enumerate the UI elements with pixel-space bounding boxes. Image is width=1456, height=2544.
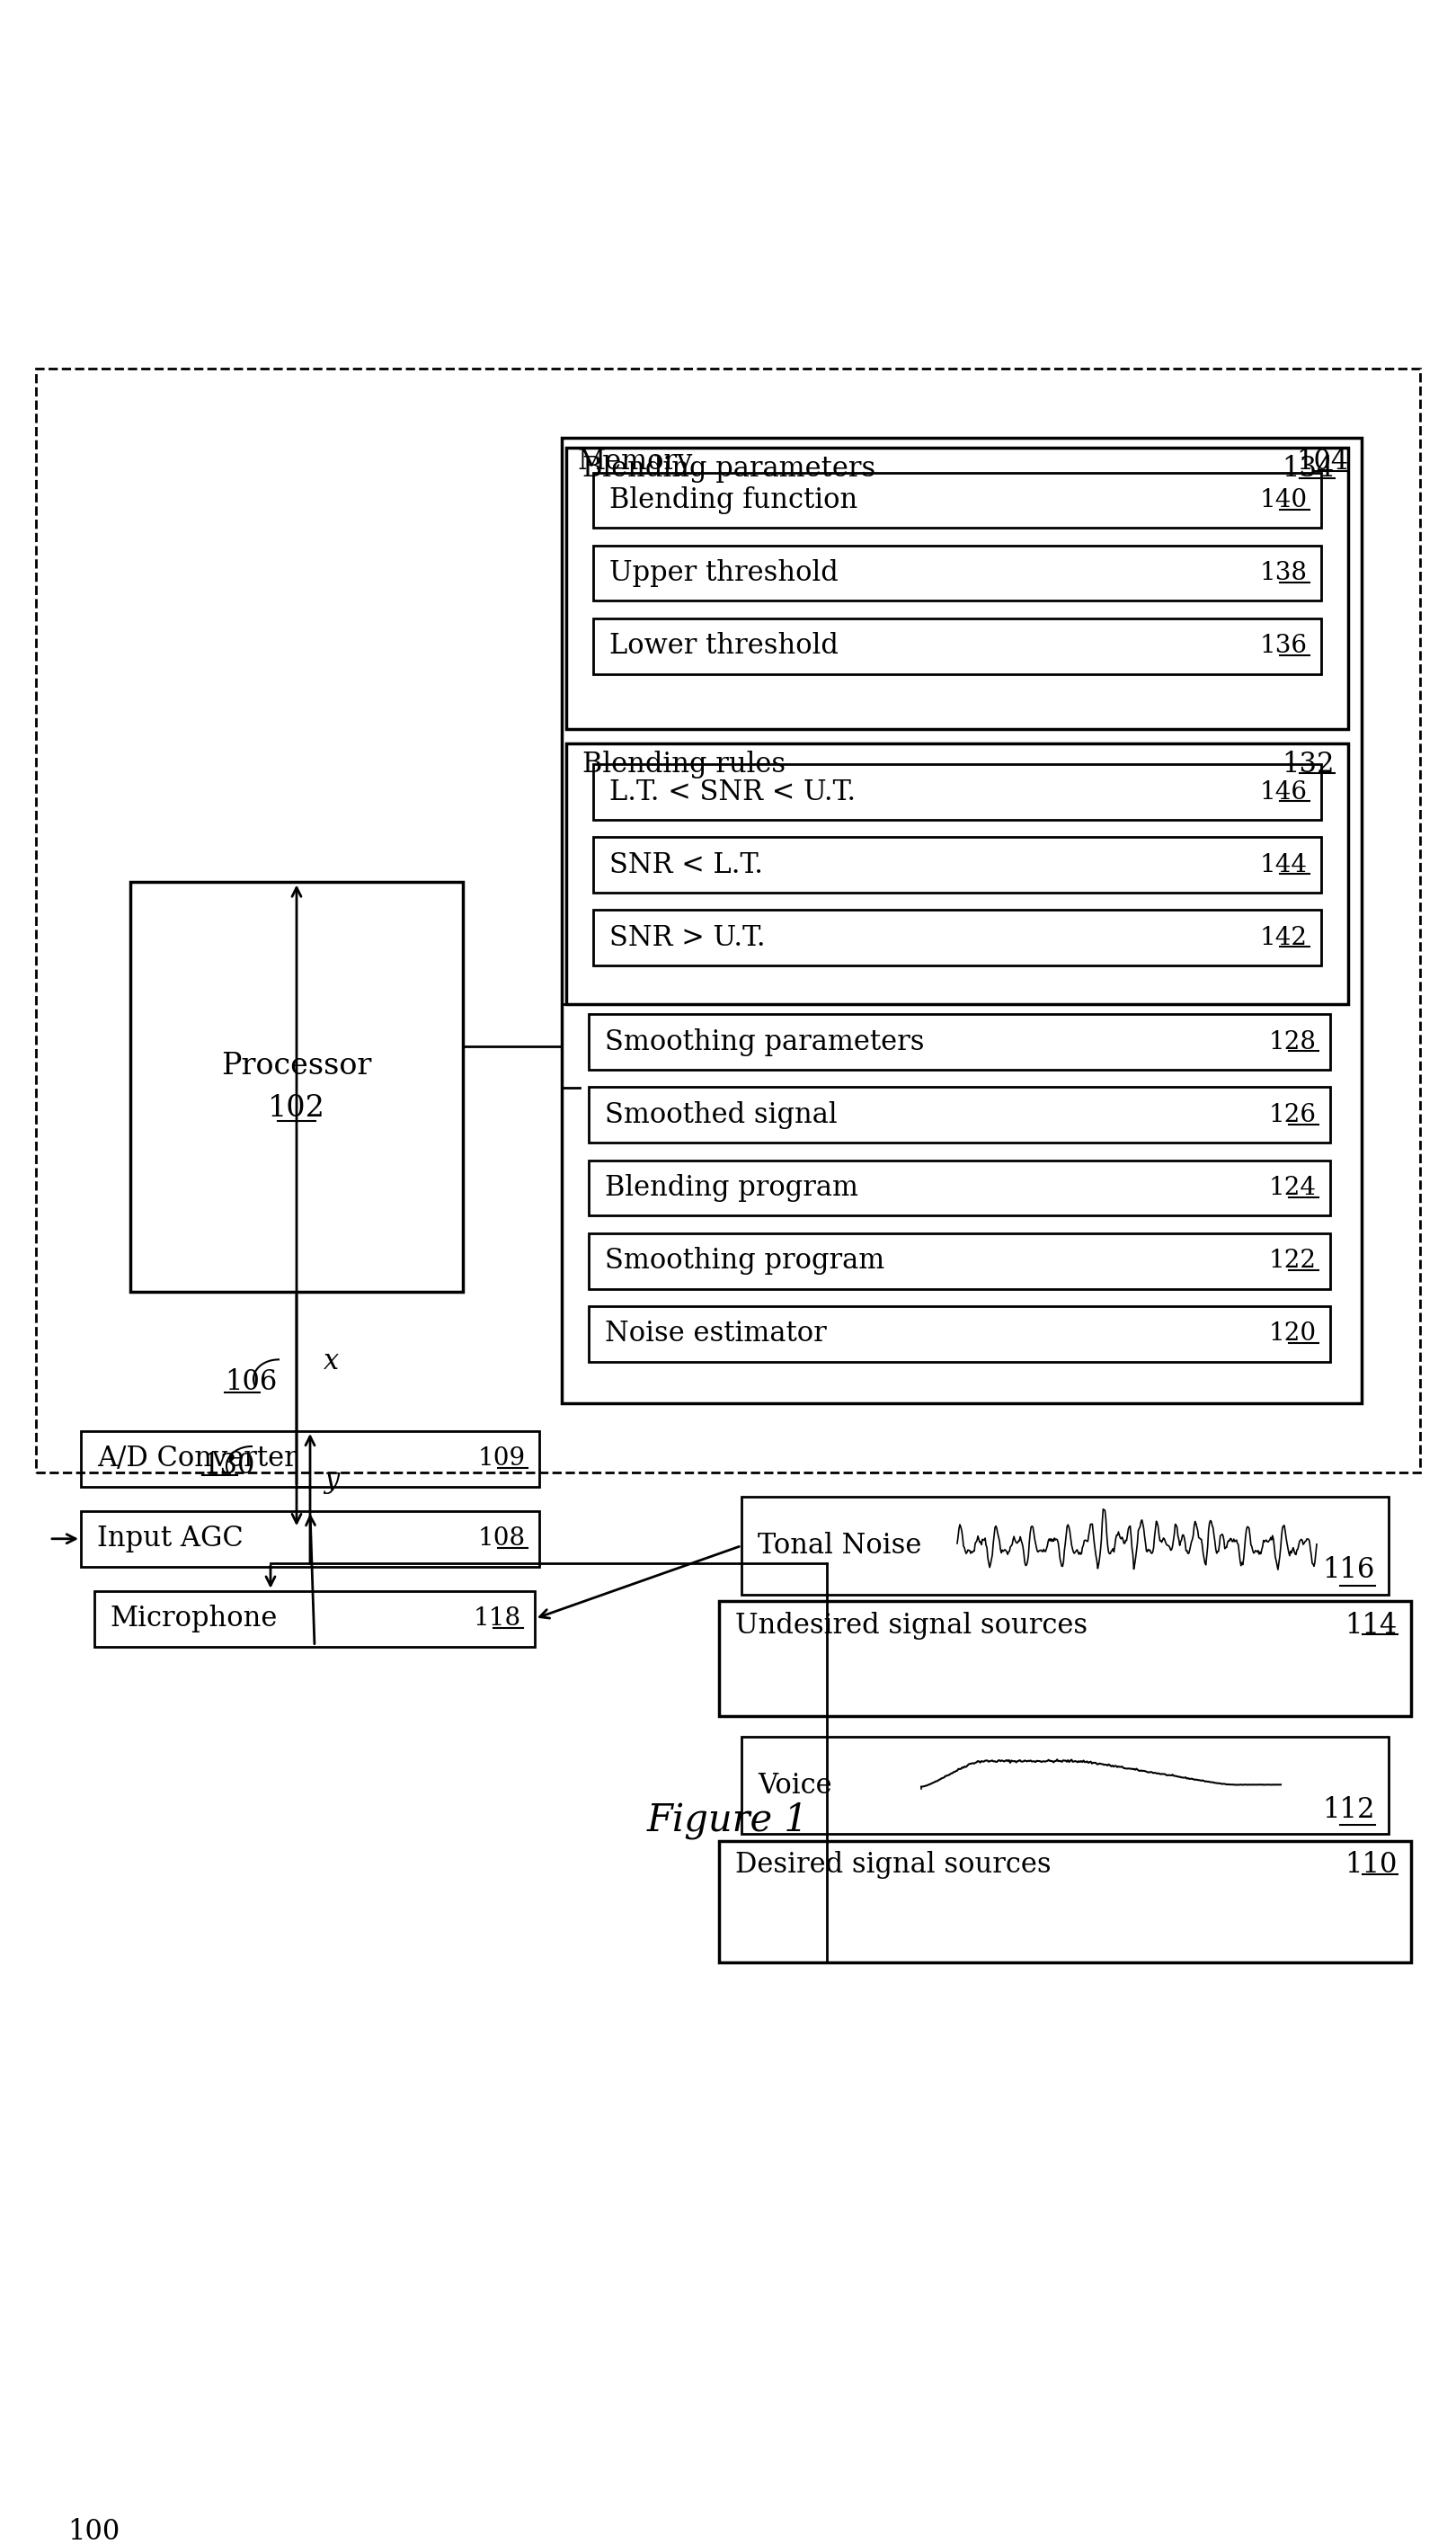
Bar <box>562 438 1361 1404</box>
Text: 138: 138 <box>1259 562 1307 585</box>
Text: SNR > U.T.: SNR > U.T. <box>610 923 766 951</box>
Text: Voice: Voice <box>757 1771 831 1799</box>
Bar <box>593 763 1321 819</box>
Text: Noise estimator: Noise estimator <box>604 1320 827 1348</box>
Text: Microphone: Microphone <box>111 1605 278 1633</box>
Bar <box>95 1590 534 1646</box>
Bar <box>593 544 1321 600</box>
Text: Smoothing program: Smoothing program <box>604 1247 885 1275</box>
Text: Tonal Noise: Tonal Noise <box>757 1531 922 1559</box>
Text: 146: 146 <box>1259 781 1307 804</box>
Text: 140: 140 <box>1259 488 1307 511</box>
Text: 112: 112 <box>1322 1796 1374 1824</box>
Text: 100: 100 <box>67 2519 119 2544</box>
Bar <box>36 369 1420 1473</box>
Bar <box>82 1432 539 1486</box>
Text: 134: 134 <box>1283 455 1335 483</box>
Bar <box>719 1842 1411 1961</box>
Text: 110: 110 <box>1345 1852 1398 1880</box>
Text: Input AGC: Input AGC <box>98 1524 243 1552</box>
Text: SNR < L.T.: SNR < L.T. <box>610 852 763 878</box>
Bar <box>566 448 1348 730</box>
Text: 126: 126 <box>1270 1104 1316 1127</box>
Text: 132: 132 <box>1283 750 1335 778</box>
Text: Blending program: Blending program <box>604 1173 859 1201</box>
Text: 109: 109 <box>478 1448 526 1470</box>
Text: 144: 144 <box>1259 852 1307 878</box>
Bar <box>588 1305 1331 1361</box>
Text: 118: 118 <box>473 1608 521 1631</box>
Bar <box>719 1600 1411 1717</box>
Text: L.T. < SNR < U.T.: L.T. < SNR < U.T. <box>610 778 856 806</box>
Text: 106: 106 <box>224 1369 277 1397</box>
Bar <box>593 911 1321 967</box>
Bar <box>131 883 463 1292</box>
Text: Figure 1: Figure 1 <box>646 1801 810 1839</box>
Bar <box>588 1234 1331 1290</box>
Text: Smoothed signal: Smoothed signal <box>604 1102 837 1130</box>
Bar <box>588 1160 1331 1216</box>
Text: Desired signal sources: Desired signal sources <box>735 1852 1051 1880</box>
Bar <box>741 1496 1389 1595</box>
Text: 116: 116 <box>1322 1557 1374 1585</box>
Text: Blending parameters: Blending parameters <box>582 455 875 483</box>
Text: 128: 128 <box>1270 1030 1316 1053</box>
Text: 102: 102 <box>268 1094 325 1122</box>
Bar <box>593 618 1321 674</box>
Text: A/D Converter: A/D Converter <box>98 1445 297 1473</box>
Bar <box>741 1738 1389 1834</box>
Bar <box>566 743 1348 1005</box>
Bar <box>593 837 1321 893</box>
Text: 120: 120 <box>1270 1323 1316 1346</box>
Text: 122: 122 <box>1270 1249 1316 1272</box>
Text: 114: 114 <box>1345 1613 1398 1638</box>
Text: 142: 142 <box>1259 926 1307 949</box>
Text: Smoothing parameters: Smoothing parameters <box>604 1028 925 1056</box>
Text: 104: 104 <box>1296 448 1348 476</box>
Text: Blending function: Blending function <box>610 486 858 514</box>
Text: Blending rules: Blending rules <box>582 750 786 778</box>
Text: x: x <box>323 1348 339 1376</box>
Text: Memory: Memory <box>578 448 693 476</box>
Bar <box>588 1086 1331 1142</box>
Text: 136: 136 <box>1259 633 1307 659</box>
Bar <box>588 1015 1331 1071</box>
Bar <box>82 1511 539 1567</box>
Text: y: y <box>323 1465 339 1493</box>
Text: Processor: Processor <box>221 1053 371 1081</box>
Text: Upper threshold: Upper threshold <box>610 560 839 588</box>
Text: 124: 124 <box>1270 1175 1316 1201</box>
Bar <box>593 473 1321 529</box>
Text: Undesired signal sources: Undesired signal sources <box>735 1613 1088 1638</box>
Text: 108: 108 <box>478 1526 526 1552</box>
Text: Lower threshold: Lower threshold <box>610 631 839 659</box>
Text: 130: 130 <box>202 1453 255 1481</box>
